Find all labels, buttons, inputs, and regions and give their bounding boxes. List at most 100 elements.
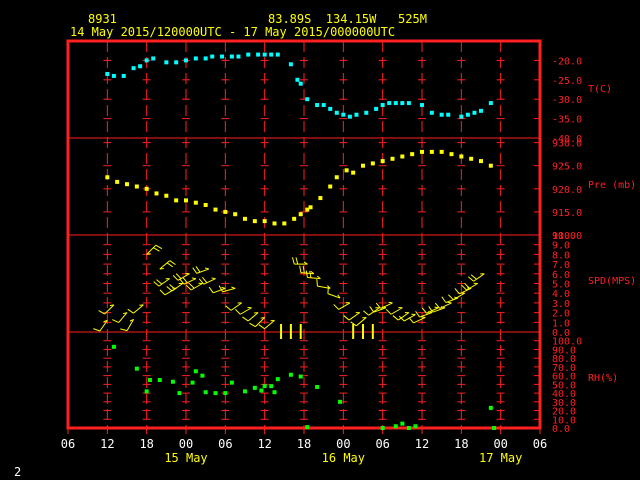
- temperature-point: [406, 101, 411, 106]
- pressure-point: [243, 216, 247, 221]
- wind-barb: [198, 276, 216, 285]
- pressure-point: [105, 175, 110, 180]
- pressure-point: [380, 159, 385, 164]
- wind-barb: [461, 282, 478, 291]
- temperature-point: [220, 54, 225, 59]
- humidity-point: [298, 374, 303, 379]
- wind-barb: [305, 270, 321, 280]
- wind-barb-flag: [327, 286, 329, 294]
- wind-barb-flag: [369, 306, 375, 313]
- wind-barb-flag: [172, 274, 179, 281]
- wind-barb-flag: [98, 310, 105, 315]
- pressure-point: [134, 184, 139, 189]
- pressure-point: [203, 202, 208, 207]
- wind-barb: [363, 307, 380, 316]
- wind-barb-head: [123, 312, 128, 315]
- wind-barb: [159, 260, 176, 270]
- wind-barb: [385, 306, 403, 315]
- humidity-point: [229, 380, 234, 385]
- humidity-point: [269, 384, 274, 389]
- x-tick-label: 06: [533, 437, 547, 451]
- pressure-point: [351, 170, 356, 175]
- temperature-point: [347, 114, 352, 119]
- wind-barb-flag: [159, 289, 166, 296]
- humidity-point: [380, 426, 385, 430]
- wind-barb-flag: [192, 267, 198, 274]
- y-tick-label: -35.0: [552, 115, 582, 126]
- pressure-point: [174, 198, 179, 203]
- wind-barb-staff: [171, 283, 184, 292]
- temperature-point: [341, 112, 346, 117]
- humidity-point: [400, 421, 405, 426]
- humidity-point: [406, 426, 411, 430]
- pressure-point: [410, 152, 415, 157]
- temperature-point: [328, 106, 333, 111]
- wind-barb-staff: [212, 287, 226, 294]
- wind-barb-flag: [166, 286, 173, 292]
- wind-barb-head: [211, 277, 216, 280]
- temperature-point: [229, 54, 234, 59]
- pressure-point: [115, 179, 120, 184]
- temperature-point: [138, 64, 143, 69]
- temperature-point: [479, 108, 483, 113]
- pressure-point: [184, 198, 188, 203]
- wind-barb-flag: [153, 247, 160, 252]
- wind-barb: [120, 318, 134, 332]
- wind-barb-staff: [247, 312, 259, 322]
- temperature-point: [334, 110, 339, 115]
- wind-barb-flag: [188, 282, 195, 289]
- humidity-point: [203, 390, 208, 395]
- wind-barb-staff: [419, 312, 433, 318]
- temperature-point: [364, 110, 369, 115]
- wind-barb-staff: [264, 319, 275, 330]
- pressure-point: [344, 168, 349, 173]
- panel-label-humidity: RH(%): [588, 373, 618, 384]
- humidity-point: [170, 379, 175, 384]
- humidity-point: [259, 388, 264, 393]
- wind-barb: [392, 312, 410, 321]
- wind-barb-flag: [127, 308, 134, 314]
- temperature-point: [262, 52, 267, 57]
- pressure-point: [193, 200, 198, 205]
- temperature-point: [488, 101, 493, 106]
- wind-barb-staff: [99, 320, 108, 332]
- wind-barb-flag: [208, 286, 214, 294]
- wind-barb-flag: [408, 317, 414, 324]
- wind-barb: [172, 272, 190, 281]
- wind-barb-flag: [120, 328, 128, 332]
- pressure-point: [318, 196, 323, 201]
- wind-barb-flag: [198, 278, 205, 285]
- wind-barb-staff: [159, 260, 171, 270]
- wind-barb-staff: [459, 287, 472, 295]
- y-tick-label: 5.0: [552, 280, 570, 291]
- wind-barb-head: [310, 270, 315, 275]
- wind-barb: [166, 283, 184, 292]
- y-tick-label: 910.0: [552, 231, 582, 242]
- humidity-point: [111, 344, 116, 349]
- wind-barb-flag: [182, 276, 188, 283]
- pressure-point: [334, 175, 339, 180]
- wind-barb-flag: [302, 265, 305, 274]
- pressure-point: [459, 154, 464, 159]
- pressure-point: [233, 212, 238, 217]
- wind-barb-head: [260, 316, 265, 319]
- wind-barb-staff: [104, 304, 115, 315]
- wind-barb-staff: [118, 312, 128, 323]
- panel-label-temperature: T(C): [588, 84, 612, 95]
- y-tick-label: 0.0: [552, 328, 570, 339]
- wind-barb-flag: [470, 274, 477, 280]
- wind-barb-staff: [348, 312, 361, 321]
- x-tick-label: 00: [336, 437, 350, 451]
- y-tick-label: 925.0: [552, 162, 582, 173]
- x-tick-label: 00: [179, 437, 193, 451]
- temperature-point: [174, 60, 179, 65]
- wind-barb-flag: [202, 276, 208, 283]
- wind-barb: [98, 304, 115, 315]
- y-tick-label: 80.0: [552, 354, 576, 365]
- humidity-point: [262, 384, 267, 389]
- temperature-point: [321, 103, 326, 108]
- temperature-point: [298, 81, 303, 86]
- wind-barb-flag: [316, 279, 318, 287]
- temperature-point: [236, 54, 241, 59]
